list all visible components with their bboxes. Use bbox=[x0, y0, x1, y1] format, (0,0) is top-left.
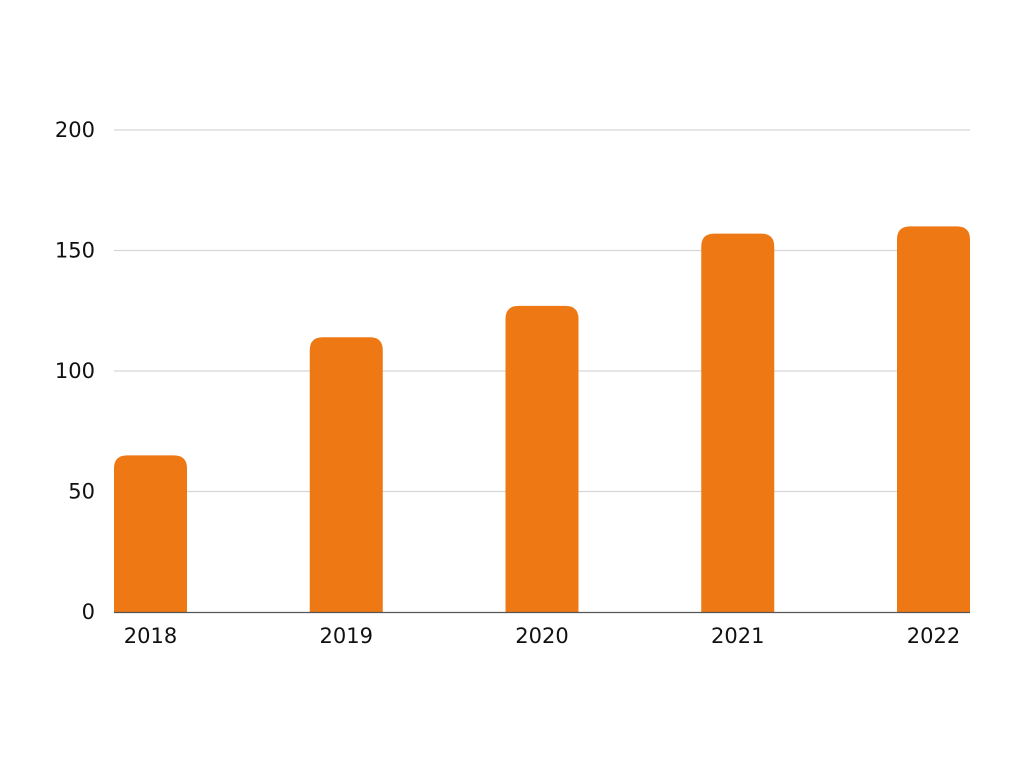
x-tick-label: 2018 bbox=[124, 624, 177, 648]
y-tick-label: 200 bbox=[55, 118, 95, 142]
x-tick-label: 2019 bbox=[320, 624, 373, 648]
bar-2020 bbox=[505, 305, 579, 612]
y-tick-label: 150 bbox=[55, 239, 95, 263]
x-tick-label: 2020 bbox=[515, 624, 568, 648]
bars bbox=[114, 226, 970, 612]
bar-2021 bbox=[701, 233, 775, 612]
bar-2018 bbox=[114, 455, 187, 612]
bar-2019 bbox=[309, 337, 383, 612]
y-tick-label: 0 bbox=[82, 600, 95, 624]
x-axis-tick-labels: 2018 2019 2020 2021 2022 bbox=[124, 624, 960, 648]
y-tick-label: 50 bbox=[68, 480, 95, 504]
bar-2022 bbox=[897, 226, 970, 612]
y-axis-tick-labels: 0 50 100 150 200 bbox=[55, 118, 95, 624]
x-tick-label: 2021 bbox=[711, 624, 764, 648]
y-tick-label: 100 bbox=[55, 359, 95, 383]
x-tick-label: 2022 bbox=[907, 624, 960, 648]
